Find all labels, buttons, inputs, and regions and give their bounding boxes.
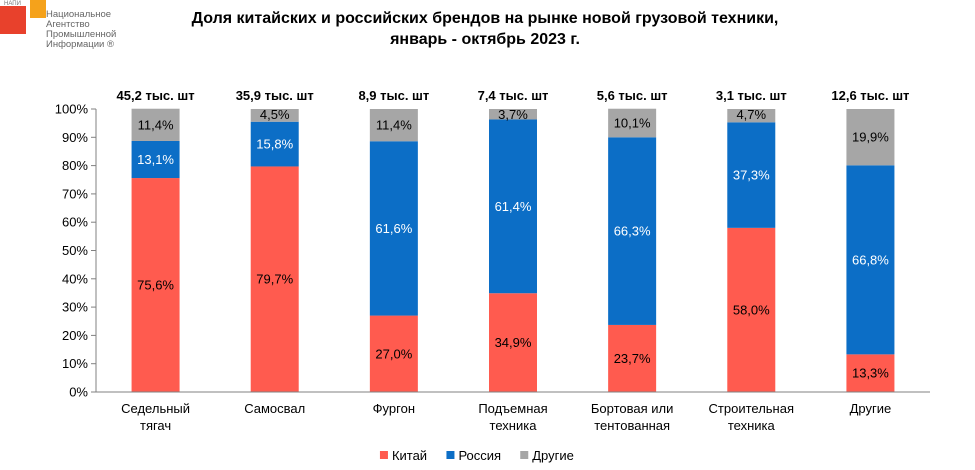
- bar-stack: 79,7% 15,8% 4,5%: [250, 107, 299, 392]
- y-tick-label: 100%: [55, 102, 89, 117]
- y-tick-label: 70%: [62, 186, 88, 201]
- y-tick-label: 40%: [62, 271, 88, 286]
- x-axis: Седельный тягач Самосвал Фургон Подъемная тех…: [96, 391, 930, 433]
- bar-stack: 27,0% 61,6% 11,4%: [369, 109, 418, 392]
- x-category-label: Бортовая или тентованная: [591, 401, 674, 433]
- data-label: 61,6%: [375, 221, 412, 236]
- legend-item-Другие: Другие: [520, 448, 574, 463]
- data-label: 66,3%: [614, 224, 651, 239]
- bar-stack: 58,0% 37,3% 4,7%: [727, 107, 776, 392]
- logo-red-square: [0, 6, 26, 34]
- bar-segment-Китай: [846, 354, 895, 392]
- bar-segment-Россия: [846, 165, 895, 355]
- y-tick-label: 0%: [69, 385, 88, 400]
- legend-label: Россия: [458, 448, 501, 463]
- bar-stack: 34,9% 61,4% 3,7%: [489, 107, 537, 392]
- y-tick-label: 10%: [62, 356, 88, 371]
- total-label: 7,4 тыс. шт: [478, 88, 549, 103]
- bar-segment-Китай: [131, 178, 180, 392]
- x-category-label: Подъемная техника: [478, 401, 547, 433]
- logo-name: Национальное Агентство Промышленной Инфо…: [46, 9, 117, 50]
- data-label: 13,3%: [852, 366, 889, 381]
- data-label: 23,7%: [614, 351, 651, 366]
- napi-logo: НАПИ Национальное Агентство Промышленной…: [0, 0, 130, 70]
- data-label: 79,7%: [256, 272, 293, 287]
- chart-title: Доля китайских и российских брендов на р…: [130, 8, 840, 50]
- y-axis: 0% 10% 20% 30% 40% 50% 60% 70% 80% 90% 100%: [55, 102, 97, 400]
- legend-label: Китай: [392, 448, 427, 463]
- bar-segment-Другие: [608, 108, 657, 138]
- data-label: 11,4%: [138, 117, 174, 132]
- x-category-label: Самосвал: [244, 401, 305, 416]
- legend-swatch: [379, 451, 388, 459]
- bar-segment-Россия: [608, 137, 657, 325]
- chart-title-line-2: январь - октябрь 2023 г.: [390, 31, 580, 48]
- data-label: 4,5%: [260, 107, 290, 122]
- y-tick-label: 20%: [62, 328, 88, 343]
- bar-segment-Другие: [489, 109, 537, 120]
- bar-stack: 75,6% 13,1% 11,4%: [131, 108, 180, 392]
- total-label: 5,6 тыс. шт: [597, 88, 668, 103]
- total-label: 45,2 тыс. шт: [117, 88, 195, 103]
- legend-swatch: [446, 451, 455, 459]
- data-label: 75,6%: [137, 278, 174, 293]
- logo-abbr: НАПИ: [4, 1, 21, 7]
- x-category-label: Седельный тягач: [121, 401, 190, 433]
- bar-segment-Китай: [608, 324, 657, 392]
- bar-segment-Россия: [131, 140, 180, 179]
- totals-row: 45,2 тыс. шт 35,9 тыс. шт 8,9 тыс. шт 7,4 т…: [117, 88, 910, 103]
- chart-title-line-1: Доля китайских и российских брендов на р…: [191, 10, 779, 27]
- y-tick-label: 50%: [62, 243, 88, 258]
- legend-swatch: [520, 451, 529, 459]
- logo-orange-square: [30, 0, 46, 18]
- data-label: 37,3%: [733, 168, 770, 183]
- x-category-label: Строительная техника: [709, 401, 794, 433]
- bar-segment-Китай: [250, 166, 299, 392]
- bar-segment-Другие: [369, 109, 418, 142]
- legend-item-Китай: Китай: [379, 448, 427, 463]
- bar-segment-Китай: [727, 227, 776, 392]
- y-tick-label: 90%: [62, 130, 88, 145]
- bar-segment-Россия: [489, 119, 537, 294]
- bar-segment-Россия: [369, 141, 418, 316]
- data-label: 27,0%: [375, 346, 412, 361]
- data-label: 13,1%: [137, 152, 174, 167]
- bar-segment-Россия: [250, 121, 299, 167]
- y-tick-label: 30%: [62, 300, 88, 315]
- data-label: 34,9%: [495, 335, 532, 350]
- data-label: 19,9%: [852, 130, 889, 145]
- data-label: 58,0%: [733, 302, 770, 317]
- data-label: 61,4%: [495, 199, 532, 214]
- bar-segment-Россия: [727, 122, 776, 228]
- bar-segment-Китай: [489, 293, 537, 392]
- data-label: 4,7%: [736, 107, 766, 122]
- bar-segment-Другие: [131, 108, 180, 141]
- data-label: 15,8%: [256, 137, 293, 152]
- bar-segment-Другие: [250, 109, 299, 122]
- total-label: 8,9 тыс. шт: [358, 88, 429, 103]
- bar-segment-Китай: [369, 315, 418, 392]
- bar-segment-Другие: [846, 109, 895, 166]
- y-tick-label: 80%: [62, 158, 88, 173]
- legend-item-Россия: Россия: [446, 448, 501, 463]
- bars: 75,6% 13,1% 11,4% 79,7% 15,8% 4,5% 27,0% 61,6% 1…: [131, 107, 895, 392]
- data-label: 66,8%: [852, 252, 889, 267]
- total-label: 35,9 тыс. шт: [236, 88, 314, 103]
- y-tick-label: 60%: [62, 215, 88, 230]
- legend: Китай Россия Другие: [379, 448, 574, 463]
- data-label: 3,7%: [498, 107, 528, 122]
- data-label: 11,4%: [376, 118, 412, 133]
- bar-stack: 23,7% 66,3% 10,1%: [608, 108, 657, 392]
- legend-label: Другие: [532, 448, 574, 463]
- x-category-label: Фургон: [373, 401, 415, 416]
- total-label: 12,6 тыс. шт: [831, 88, 909, 103]
- bar-stack: 13,3% 66,8% 19,9%: [846, 109, 895, 392]
- x-category-label: Другие: [850, 401, 892, 416]
- total-label: 3,1 тыс. шт: [716, 88, 787, 103]
- bar-segment-Другие: [727, 109, 776, 123]
- data-label: 10,1%: [614, 116, 651, 131]
